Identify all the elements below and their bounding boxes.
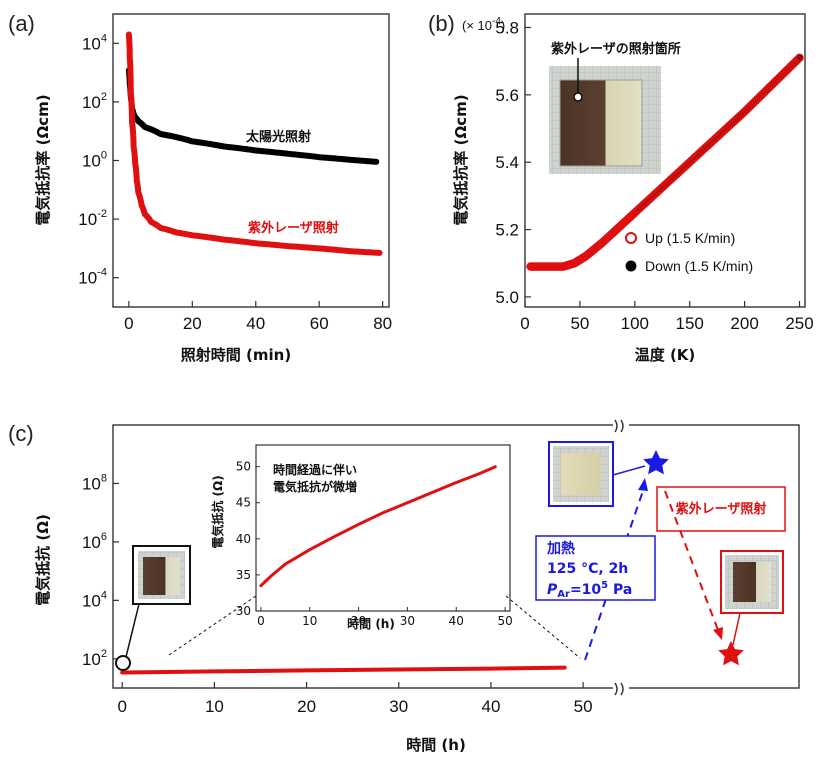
heating-condition-box: 加熱 125 °C, 2h PAr=105 Pa xyxy=(535,535,656,601)
panel-a-ytick-label: 104 xyxy=(82,32,107,53)
panel-c-inset-xtick-label: 20 xyxy=(351,614,366,628)
panel-c-xtick-label: 30 xyxy=(389,697,408,716)
panel-b: (b) (× 10-4) 0 50 100 150 200 2505.05.25.45.6… xyxy=(428,11,814,364)
panel-c-inset-plot: 0 10 20 30 40 50 30 35 40 45 50 xyxy=(236,460,513,628)
panel-a-label: (a) xyxy=(8,11,35,36)
panel-c-ytick-label: 106 xyxy=(82,531,107,552)
panel-c-inset-note-line2: 電気抵抗が微増 xyxy=(273,479,357,494)
panel-c-label: (c) xyxy=(8,421,34,446)
panel-b-ylabel: 電気抵抗率 (Ωcm) xyxy=(452,94,470,225)
panel-c-xtick-label: 10 xyxy=(205,697,224,716)
laser-arrow xyxy=(664,490,719,631)
panel-b-plot: 0 50 100 150 200 250 5.0 5.2 5.4 5.6 5.8 xyxy=(495,13,814,333)
legend-down-label: Down (1.5 K/min) xyxy=(645,258,753,274)
panel-a-xtick-label: 60 xyxy=(310,314,329,333)
panel-c-ytick-label: 108 xyxy=(82,472,107,493)
legend-up-marker xyxy=(625,232,637,244)
laser-condition-box: 紫外レーザ照射 xyxy=(656,486,786,532)
panel-b-xtick-label: 150 xyxy=(676,314,704,333)
panel-a-ytick-label: 100 xyxy=(82,150,107,171)
panel-a-xtick-label: 20 xyxy=(183,314,202,333)
panel-b-xtick-label: 0 xyxy=(520,314,529,333)
panel-c-inset-line xyxy=(259,465,497,588)
panel-a-ytick-label: 10-4 xyxy=(78,267,107,288)
legend-up-label: Up (1.5 K/min) xyxy=(645,230,735,246)
panel-c-main-line xyxy=(120,665,567,675)
panel-b-ytick-label: 5.2 xyxy=(495,221,519,240)
panel-a-sunlight-annotation: 太陽光照射 xyxy=(245,129,311,145)
heating-arrow xyxy=(584,484,646,661)
panel-c-ytick-label: 104 xyxy=(82,589,107,610)
panel-c-inset-ytick-label: 35 xyxy=(236,568,251,582)
panel-a-ytick-label: 10-2 xyxy=(78,208,107,229)
panel-b-sample-photo xyxy=(549,58,661,174)
panel-a-series-sunlight-line xyxy=(125,67,380,165)
panel-b-frame xyxy=(524,13,806,308)
panel-c-xtick-label: 40 xyxy=(481,697,500,716)
panel-c-inset-xtick-label: 0 xyxy=(257,614,265,628)
legend-down-marker xyxy=(625,260,637,272)
panel-c-xtick-label: 0 xyxy=(117,697,126,716)
panel-c-inset-xlabel: 時間 (h) xyxy=(347,616,395,631)
panel-b-xtick-label: 50 xyxy=(570,314,589,333)
panel-c-inset-xtick-label: 10 xyxy=(302,614,317,628)
panel-c-inset-ylabel: 電気抵抗 (Ω) xyxy=(210,475,225,548)
panel-b-inset-label: 紫外レーザの照射箇所 xyxy=(551,41,681,57)
panel-c-inset-ytick-label: 30 xyxy=(236,604,251,618)
panel-b-xlabel: 温度 (K) xyxy=(635,346,696,364)
panel-b-ytick-label: 5.8 xyxy=(495,18,519,37)
panel-c-initial-sample-photo xyxy=(115,545,191,671)
panel-a-plot: 0 20 40 60 80 104 102 100 10-2 10-4 xyxy=(78,13,392,333)
axis-break-marks xyxy=(613,419,629,696)
panel-c-xtick-label: 20 xyxy=(297,697,316,716)
panel-c-plot: 0 10 20 30 40 50 108 106 104 102 xyxy=(82,424,800,716)
panel-c-ytick-label: 102 xyxy=(82,648,107,669)
panel-a-ytick-label: 102 xyxy=(82,91,107,112)
panel-b-series-up xyxy=(526,53,804,271)
panel-c-inset-ytick-label: 45 xyxy=(236,496,251,510)
panel-c-laser-sample-photo xyxy=(720,550,784,646)
heating-line3: PAr=105 Pa xyxy=(547,580,632,600)
laser-box-label: 紫外レーザ照射 xyxy=(676,501,767,517)
heating-line1: 加熱 xyxy=(546,540,575,557)
panel-c-ylabel: 電気抵抗 (Ω) xyxy=(34,514,52,606)
panel-c-inset: 0 10 20 30 40 50 30 35 40 45 50 時間 (h) 電気抵抗 (Ω) 時間… xyxy=(168,444,581,659)
panel-b-up-point xyxy=(793,55,802,64)
panel-c-inset-note-line1: 時間経過に伴い xyxy=(273,462,357,477)
panel-c-inset-xtick-label: 50 xyxy=(497,614,512,628)
heating-line2: 125 °C, 2h xyxy=(547,561,628,577)
panel-b-legend: Up (1.5 K/min) Down (1.5 K/min) xyxy=(625,230,753,274)
blue-star-marker xyxy=(643,450,669,475)
panel-a-uv-annotation: 紫外レーザ照射 xyxy=(248,220,339,236)
panel-c-inset-xtick-label: 40 xyxy=(449,614,464,628)
panel-b-ytick-label: 5.6 xyxy=(495,86,519,105)
panel-c-inset-xtick-label: 30 xyxy=(400,614,415,628)
panel-c-heated-sample-photo xyxy=(548,441,646,507)
panel-a-xtick-label: 80 xyxy=(373,314,392,333)
panel-b-up-point xyxy=(795,53,804,62)
panel-b-xtick-label: 250 xyxy=(785,314,813,333)
panel-a-ylabel: 電気抵抗率 (Ωcm) xyxy=(34,94,52,225)
red-star-marker xyxy=(718,641,744,666)
panel-a-xlabel: 照射時間 (min) xyxy=(181,346,291,364)
panel-b-label: (b) xyxy=(428,11,455,36)
panel-b-xtick-label: 200 xyxy=(730,314,758,333)
panel-a: (a) 0 20 40 60 80 104 102 100 10-2 10-4 照射時間 (min… xyxy=(8,11,392,364)
panel-b-xtick-label: 100 xyxy=(621,314,649,333)
panel-a-xtick-label: 40 xyxy=(246,314,265,333)
panel-c-xlabel: 時間 (h) xyxy=(406,736,466,754)
panel-c-frame xyxy=(112,424,800,689)
panel-b-ytick-label: 5.0 xyxy=(495,288,519,307)
panel-c: (c) 0 10 20 30 40 50 108 106 104 102 時間 (h) 電気抵抗 … xyxy=(8,419,800,754)
panel-c-inset-ytick-label: 40 xyxy=(236,532,251,546)
panel-a-series-uv-laser-line xyxy=(125,31,383,256)
panel-c-inset-ytick-label: 50 xyxy=(236,460,251,474)
panel-b-ytick-label: 5.4 xyxy=(495,153,519,172)
panel-a-xtick-label: 0 xyxy=(124,314,133,333)
panel-c-xtick-label: 50 xyxy=(574,697,593,716)
